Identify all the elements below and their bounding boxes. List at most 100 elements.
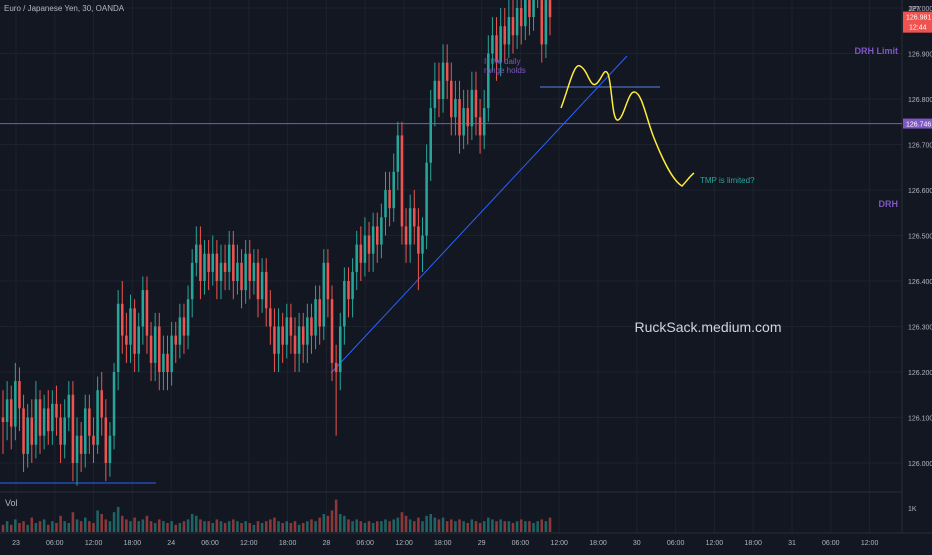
time-tick-label: 29 <box>478 540 486 547</box>
candle-body <box>211 253 215 272</box>
volume-bar <box>269 519 272 532</box>
time-tick-label: 12:00 <box>85 540 103 547</box>
volume-bar <box>306 521 309 532</box>
candle-body <box>38 399 42 436</box>
candle-body <box>338 326 342 372</box>
time-tick-label: 18:00 <box>744 540 762 547</box>
time-tick-label: 28 <box>323 540 331 547</box>
volume-bar <box>532 523 535 532</box>
volume-bar <box>462 521 465 532</box>
candle-body <box>215 253 219 281</box>
volume-bar <box>129 521 132 532</box>
drh-limit-label: DRH Limit <box>855 46 899 56</box>
volume-bar <box>96 510 99 532</box>
volume-bar <box>466 523 470 532</box>
candle-body <box>318 299 321 327</box>
projection-drawing[interactable] <box>560 65 695 187</box>
volume-bar <box>326 515 330 532</box>
candle-body <box>454 99 457 118</box>
volume-bar <box>9 524 13 532</box>
candle-body <box>264 271 268 309</box>
volume-bar <box>100 514 103 532</box>
volume-bar <box>515 521 519 532</box>
candle-body <box>88 408 91 436</box>
volume-bar <box>108 521 112 532</box>
candle-body <box>153 326 157 363</box>
candle-body <box>125 335 128 345</box>
candle-body <box>63 417 66 445</box>
price-tick-label: 127.000 <box>908 6 932 13</box>
candle-body <box>67 394 71 418</box>
volume-bar <box>544 521 548 532</box>
volume-bar <box>524 521 527 532</box>
candle-body <box>195 244 198 263</box>
volume-bar <box>371 523 375 532</box>
volume-bar <box>482 521 486 532</box>
candle-body <box>227 244 231 272</box>
price-tick-label: 126.400 <box>908 279 932 286</box>
volume-bar <box>1 524 5 532</box>
trendline[interactable] <box>330 55 628 374</box>
volume-bar <box>38 521 42 532</box>
candle-body <box>347 281 350 300</box>
volume-bar <box>232 519 235 532</box>
candle-body <box>330 299 334 363</box>
candle-body <box>474 89 478 118</box>
volume-bar <box>400 512 404 532</box>
volume-bar <box>429 514 433 532</box>
volume-bar <box>503 521 507 532</box>
candle-body <box>478 117 482 136</box>
candle-body <box>499 26 502 63</box>
volume-bars <box>1 499 552 532</box>
time-tick-label: 18:00 <box>434 540 452 547</box>
time-axis[interactable]: 23 06:00 12:00 18:00 24 06:00 12:00 18:00 28 06:0… <box>12 540 878 547</box>
candle-body <box>404 226 408 245</box>
volume-bar <box>59 515 62 532</box>
candle-body <box>269 308 272 327</box>
volume-bar <box>355 519 358 532</box>
candle-body <box>46 408 50 432</box>
volume-bar <box>26 524 29 532</box>
candle-body <box>244 253 247 291</box>
volume-bar <box>182 521 186 532</box>
candle-body <box>470 89 474 127</box>
volume-bar <box>104 519 108 532</box>
candle-body <box>116 303 120 372</box>
volume-bar <box>145 515 149 532</box>
volume-bar <box>244 521 247 532</box>
drh-label: DRH <box>879 199 899 209</box>
candle-body <box>310 317 313 336</box>
volume-bar <box>133 517 136 532</box>
candle-body <box>273 326 276 354</box>
candle-body <box>252 262 256 281</box>
candle-body <box>371 226 375 254</box>
candle-body <box>149 335 153 363</box>
volume-bar <box>408 519 412 532</box>
volume-bar <box>297 524 301 532</box>
grid <box>0 0 902 533</box>
candle-body <box>334 362 338 372</box>
candle-body <box>367 235 371 254</box>
volume-bar <box>219 521 223 532</box>
time-tick-label: 24 <box>167 540 175 547</box>
price-tick-label: 126.900 <box>908 52 932 59</box>
volume-bar <box>223 523 227 532</box>
candle-body <box>445 62 449 81</box>
volume-bar <box>318 517 321 532</box>
volume-bar <box>322 514 326 532</box>
volume-bar <box>92 523 95 532</box>
volume-bar <box>536 521 539 532</box>
candle-body <box>71 394 75 463</box>
price-axis[interactable]: 126.000 126.100 126.200 126.300 126.400 126.5… <box>908 6 932 468</box>
candle-body <box>314 299 317 336</box>
candle-body <box>79 435 83 454</box>
candle-body <box>26 417 29 454</box>
volume-bar <box>42 519 46 532</box>
candle-body <box>59 417 62 445</box>
candle-body <box>355 244 358 272</box>
price-tick-label: 126.300 <box>908 325 932 332</box>
volume-bar <box>285 521 289 532</box>
